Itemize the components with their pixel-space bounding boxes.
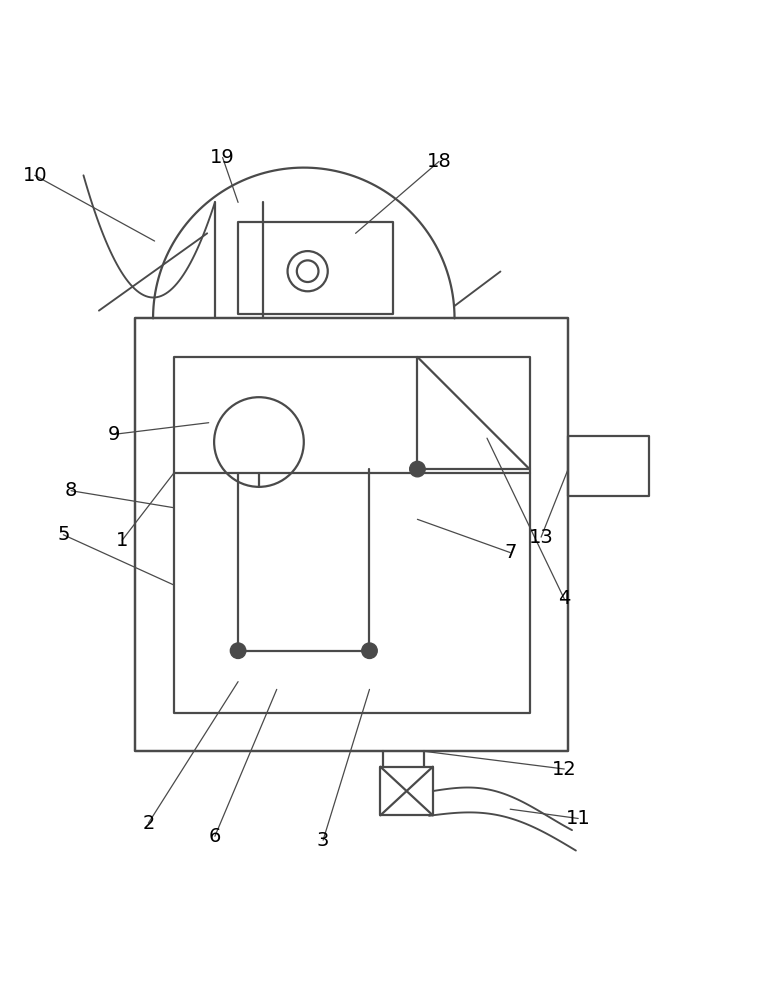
- Text: 13: 13: [529, 528, 553, 547]
- Text: 1: 1: [116, 531, 128, 550]
- Circle shape: [362, 643, 377, 658]
- Text: 6: 6: [209, 827, 221, 846]
- Text: 11: 11: [566, 809, 591, 828]
- Text: 4: 4: [558, 589, 570, 608]
- Circle shape: [410, 461, 425, 477]
- Bar: [135, 318, 568, 751]
- Text: 18: 18: [427, 152, 451, 171]
- Bar: [380, 767, 433, 815]
- Text: 19: 19: [210, 148, 235, 167]
- Text: 5: 5: [57, 525, 70, 544]
- Text: 9: 9: [108, 425, 121, 444]
- Text: 12: 12: [552, 760, 577, 779]
- Text: 3: 3: [317, 831, 329, 850]
- Bar: [238, 222, 393, 314]
- Bar: [174, 357, 530, 713]
- Text: 2: 2: [142, 814, 155, 833]
- Bar: [568, 436, 649, 496]
- Text: 8: 8: [65, 481, 77, 500]
- Circle shape: [230, 643, 246, 658]
- Text: 10: 10: [22, 166, 47, 185]
- Text: 7: 7: [504, 543, 516, 562]
